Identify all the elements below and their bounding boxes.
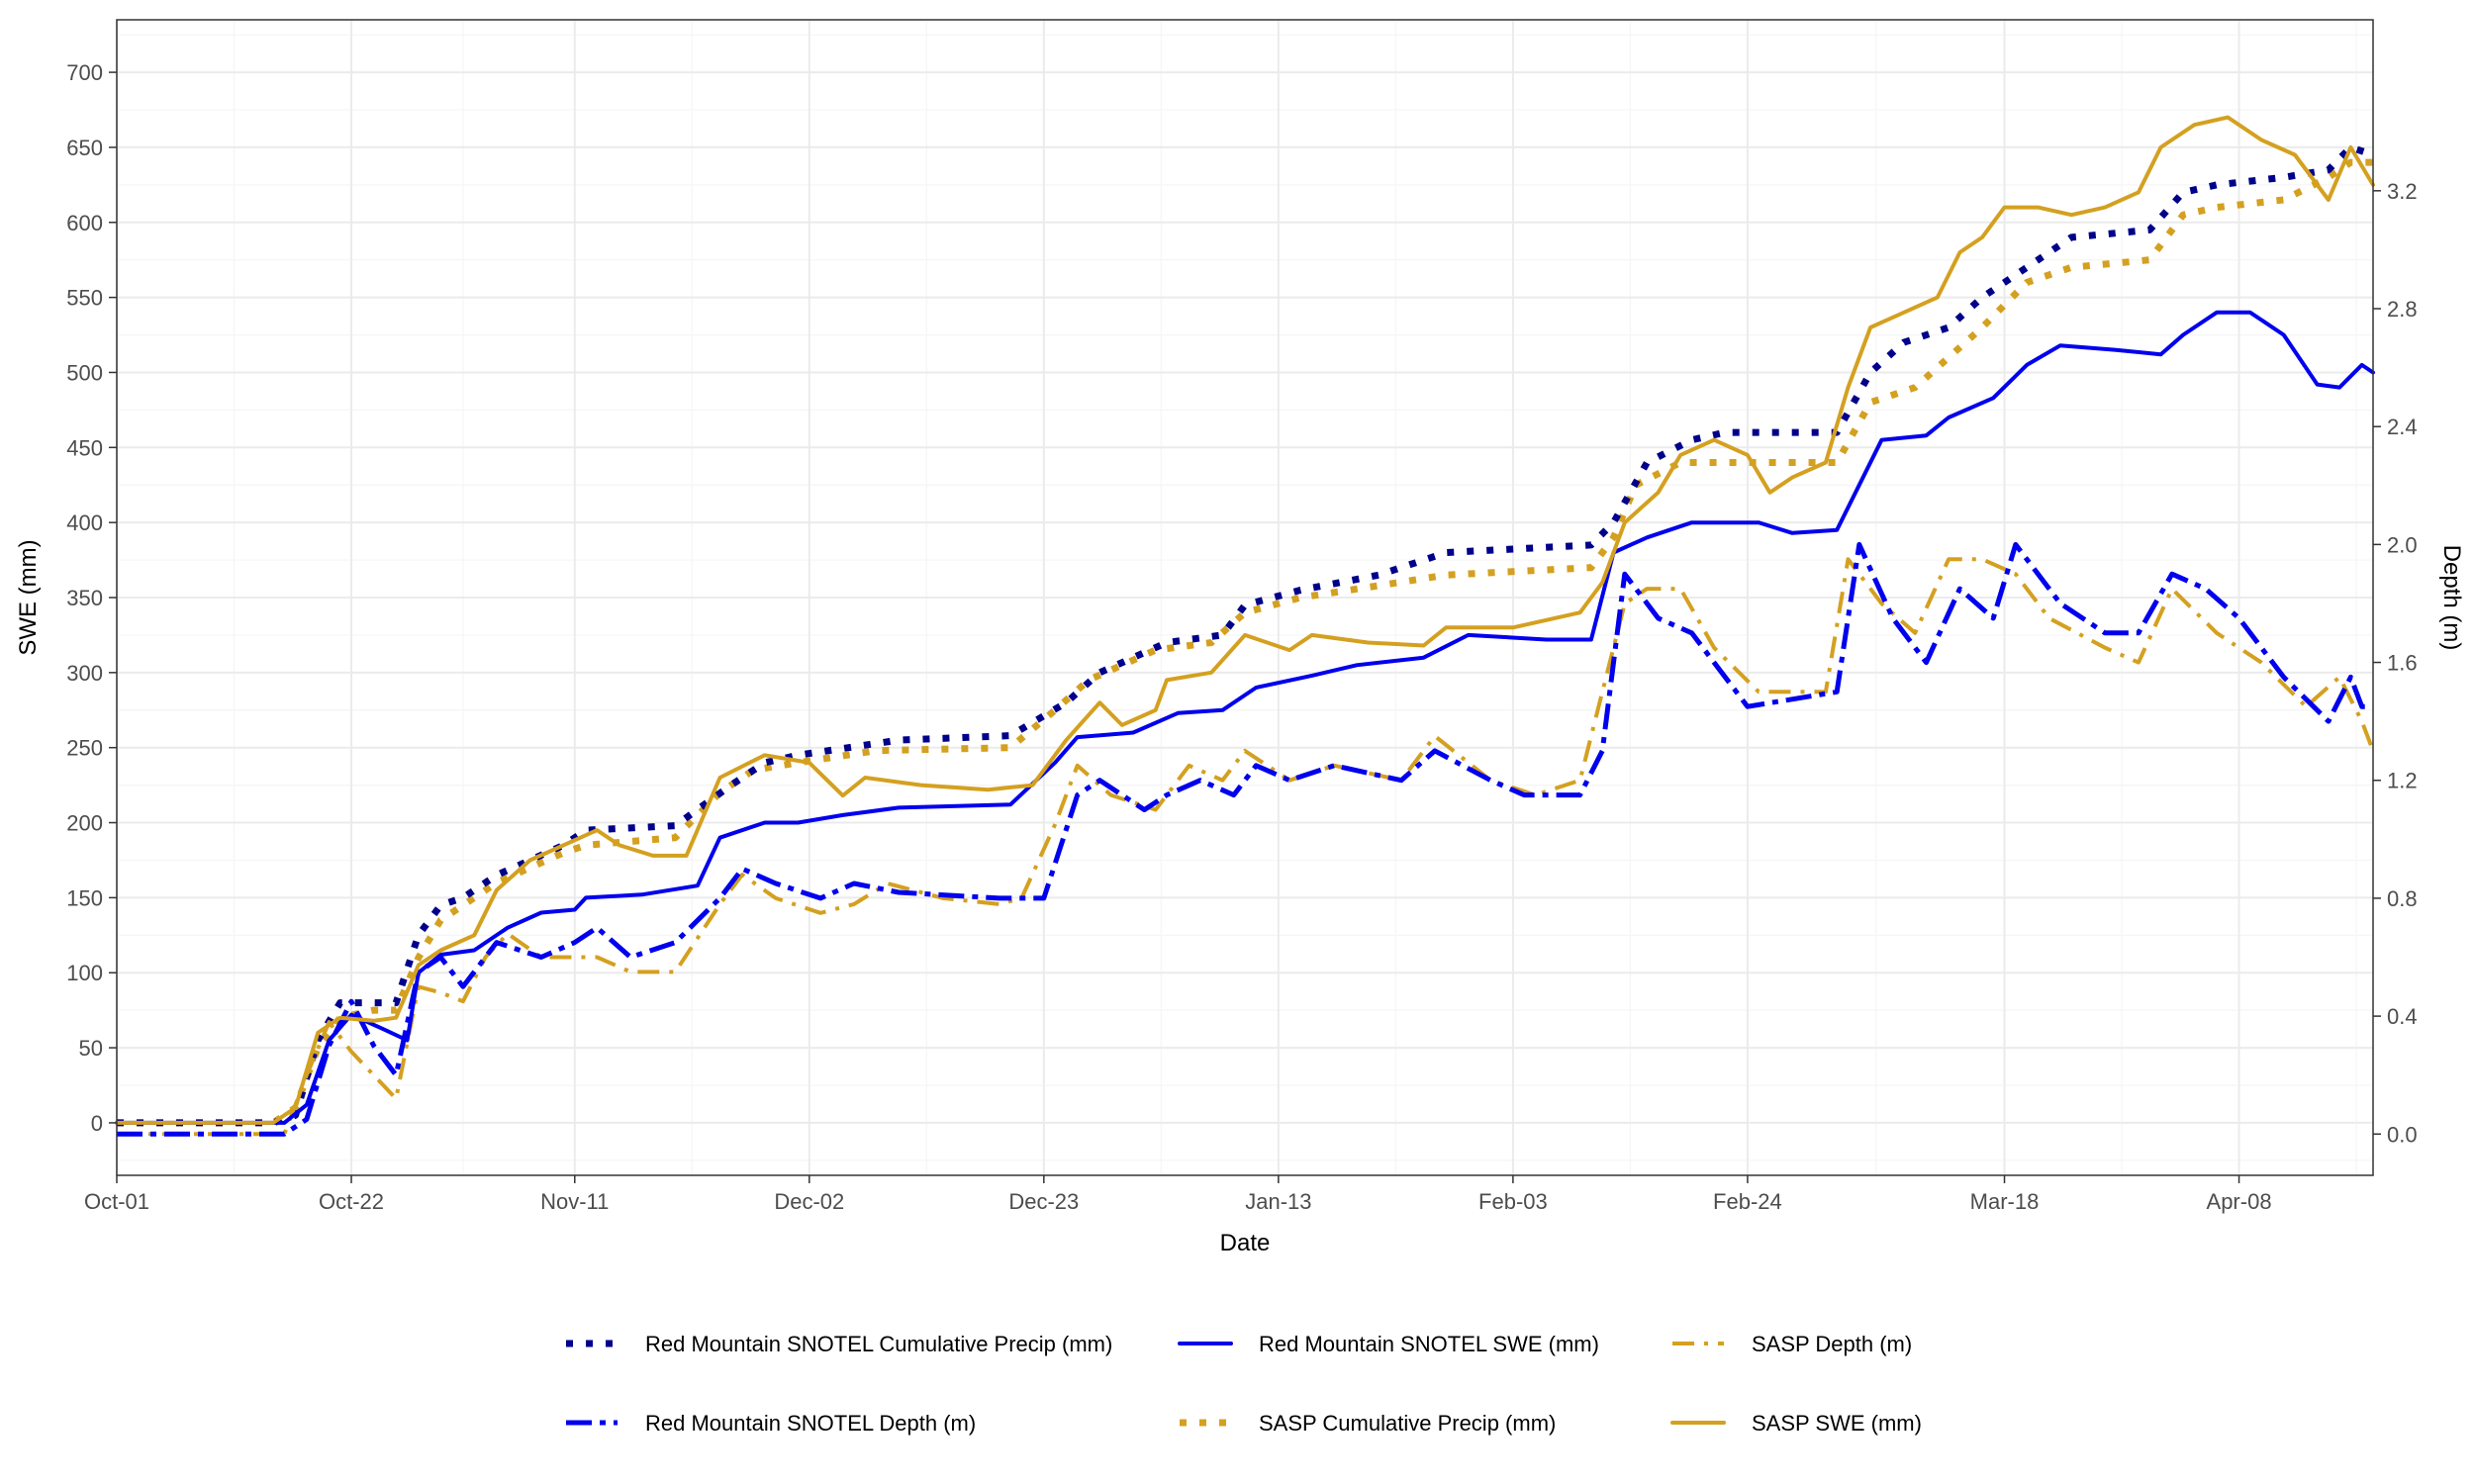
series-line-red-mountain-snotel-cumulative-precip-mm (117, 143, 2375, 1127)
series-layer (115, 115, 2375, 1137)
y2-tick-label: 1.6 (2387, 651, 2418, 676)
legend-label: SASP SWE (mm) (1752, 1411, 1922, 1436)
legend-label: Red Mountain SNOTEL SWE (mm) (1259, 1332, 1599, 1356)
x-tick-label: Jan-13 (1245, 1189, 1311, 1214)
y2-axis-title: Depth (m) (2438, 545, 2465, 651)
x-tick-label: Feb-24 (1713, 1189, 1782, 1214)
series-line-sasp-cumulative-precip-mm (117, 158, 2373, 1127)
y-tick-label: 50 (79, 1036, 103, 1061)
y2-tick-label: 2.8 (2387, 297, 2418, 322)
y2-tick-label: 3.2 (2387, 179, 2418, 204)
y2-tick-label: 1.2 (2387, 769, 2418, 793)
y-tick-label: 600 (66, 211, 103, 235)
y-tick-label: 100 (66, 961, 103, 985)
x-axis-title: Date (1220, 1230, 1271, 1256)
legend: Red Mountain SNOTEL Cumulative Precip (m… (566, 1332, 1922, 1436)
legend-label: Red Mountain SNOTEL Depth (m) (645, 1411, 976, 1436)
y-tick-label: 350 (66, 586, 103, 610)
series-line-red-mountain-snotel-depth-m (117, 541, 2373, 1137)
y-tick-label: 400 (66, 510, 103, 535)
y-tick-label: 150 (66, 885, 103, 910)
y-tick-label: 550 (66, 286, 103, 311)
y2-tick-label: 2.0 (2387, 532, 2418, 557)
y2-tick-label: 0.8 (2387, 886, 2418, 911)
x-tick-label: Feb-03 (1478, 1189, 1548, 1214)
x-tick-label: Dec-02 (774, 1189, 844, 1214)
legend-label: SASP Cumulative Precip (mm) (1259, 1411, 1556, 1436)
x-tick-label: Apr-08 (2207, 1189, 2272, 1214)
x-tick-label: Mar-18 (1970, 1189, 2040, 1214)
y-tick-label: 650 (66, 136, 103, 160)
y2-tick-label: 2.4 (2387, 415, 2418, 439)
y-tick-label: 300 (66, 661, 103, 686)
y-axis-title: SWE (mm) (15, 539, 42, 655)
x-tick-label: Oct-22 (319, 1189, 384, 1214)
y-tick-label: 250 (66, 736, 103, 761)
y-tick-label: 0 (91, 1111, 103, 1136)
series-line-sasp-swe-mm (115, 115, 2375, 1125)
legend-label: Red Mountain SNOTEL Cumulative Precip (m… (645, 1332, 1112, 1356)
axes: Oct-01 Oct-22 Nov-11 Dec-02 Dec-23 Jan-13 Feb-… (66, 60, 2417, 1214)
x-tick-label: Dec-23 (1008, 1189, 1079, 1214)
y-tick-label: 450 (66, 435, 103, 460)
y-tick-label: 700 (66, 60, 103, 85)
y-tick-label: 500 (66, 360, 103, 385)
y-tick-label: 200 (66, 811, 103, 836)
x-tick-label: Oct-01 (84, 1189, 149, 1214)
y2-tick-label: 0.0 (2387, 1122, 2418, 1147)
legend-label: SASP Depth (m) (1752, 1332, 1912, 1356)
y2-tick-label: 0.4 (2387, 1004, 2418, 1029)
x-tick-label: Nov-11 (540, 1189, 609, 1214)
series-line-red-mountain-snotel-swe-mm (115, 310, 2375, 1125)
